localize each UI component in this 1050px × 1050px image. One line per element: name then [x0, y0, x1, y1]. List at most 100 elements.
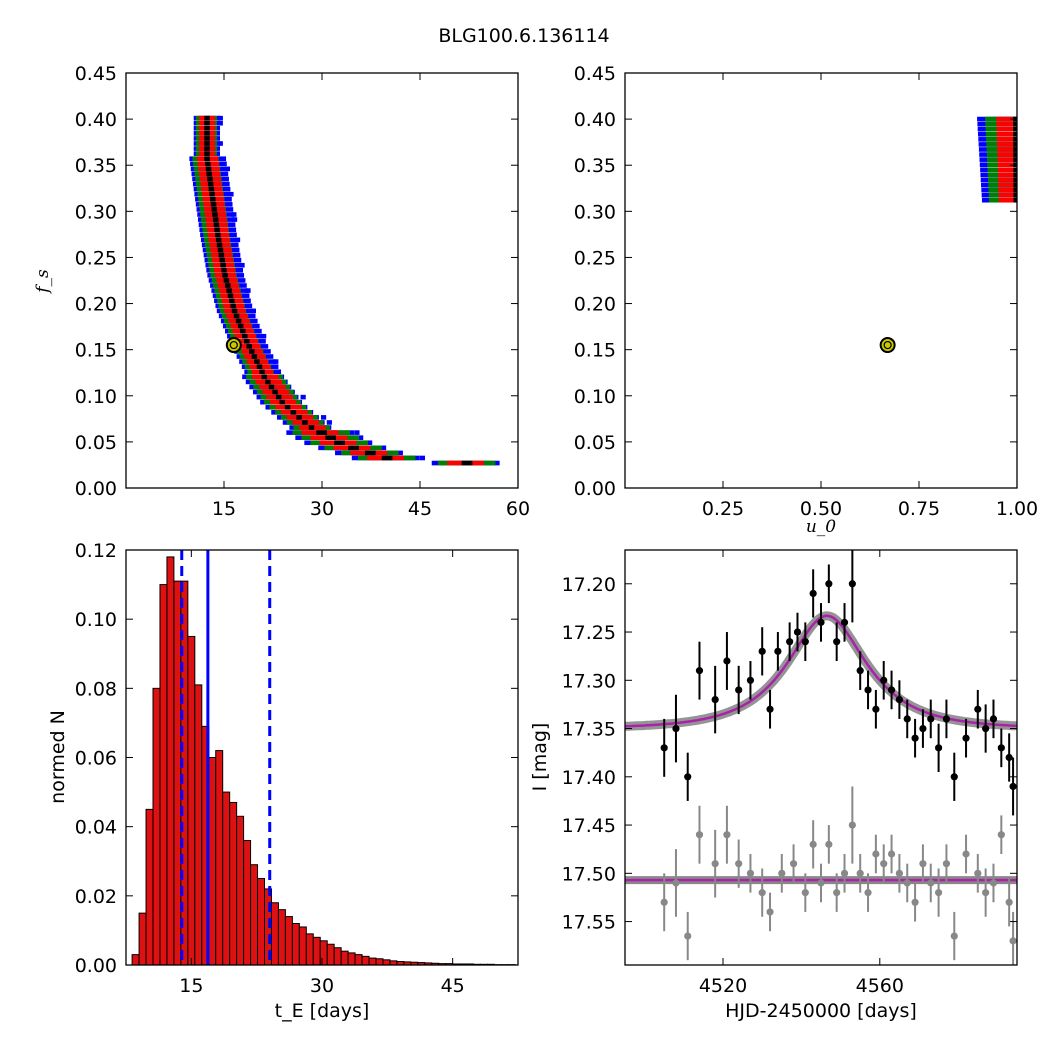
- density-cell: [215, 237, 222, 243]
- density-cell: [195, 125, 202, 131]
- density-cell: [1008, 177, 1015, 183]
- density-cell: [230, 273, 237, 278]
- data-point: [758, 647, 766, 655]
- density-cell: [277, 374, 283, 380]
- density-cell: [265, 379, 271, 385]
- density-cell: [234, 288, 241, 293]
- x-tick-label: 1.00: [996, 498, 1038, 520]
- density-cell: [199, 171, 205, 177]
- residual-point: [766, 908, 774, 916]
- density-cell: [249, 384, 255, 390]
- density-cell: [216, 222, 223, 227]
- density-cell: [357, 435, 364, 440]
- histogram-bar: [375, 958, 384, 965]
- density-cell: [1003, 167, 1009, 173]
- density-cell: [494, 460, 500, 466]
- density-cell: [222, 257, 229, 263]
- density-cell: [985, 116, 991, 122]
- y-tick-label: 17.20: [562, 574, 616, 596]
- density-cell: [227, 207, 234, 212]
- density-cell: [299, 425, 305, 430]
- density-cell: [275, 399, 281, 405]
- density-cell: [990, 121, 997, 127]
- density-cell: [195, 136, 202, 141]
- density-cell: [985, 131, 992, 137]
- density-cell: [244, 339, 250, 344]
- density-cell: [228, 262, 235, 268]
- density-cell: [241, 349, 248, 354]
- density-cell: [998, 197, 1005, 203]
- density-cell: [200, 212, 206, 217]
- density-cell: [224, 268, 230, 273]
- histogram-bar: [187, 635, 196, 965]
- density-cell: [202, 227, 208, 233]
- density-cell: [199, 207, 206, 212]
- density-cell: [246, 323, 252, 329]
- density-cell: [207, 232, 214, 238]
- density-cell: [214, 120, 221, 126]
- residual-point: [746, 869, 755, 877]
- density-cell: [270, 399, 276, 405]
- density-cell: [237, 323, 244, 329]
- density-cell: [985, 121, 991, 127]
- density-cell: [213, 268, 220, 273]
- density-cell: [1009, 192, 1015, 198]
- density-cell: [278, 389, 284, 395]
- density-cell: [243, 293, 250, 298]
- density-cell: [199, 151, 205, 156]
- density-cell: [353, 435, 359, 440]
- density-cell: [213, 202, 220, 207]
- density-cell: [997, 147, 1003, 152]
- density-cell: [437, 460, 444, 466]
- density-cell: [264, 399, 270, 405]
- density-cell: [1006, 121, 1013, 127]
- panel-fs-vs-u0: 0.25 0.50 0.75 1.00 0.00 0.05 0.10 0.15 0.20 0.25…: [574, 63, 1038, 520]
- density-cell: [308, 425, 315, 430]
- density-cell: [216, 278, 222, 283]
- best-fit-marker: [879, 337, 896, 354]
- histogram-bar: [347, 952, 356, 965]
- density-cell: [315, 435, 322, 440]
- density-cell: [284, 384, 291, 390]
- density-cell: [238, 273, 245, 278]
- density-cell: [321, 415, 327, 420]
- density-cell: [370, 450, 376, 456]
- density-cell: [268, 389, 274, 395]
- density-cell: [206, 171, 212, 177]
- density-cell: [231, 308, 238, 314]
- density-cell: [242, 374, 248, 380]
- density-cell: [256, 394, 263, 400]
- density-cell: [211, 288, 217, 293]
- residual-point: [672, 879, 680, 887]
- density-cell: [977, 121, 983, 127]
- data-point: [809, 589, 817, 598]
- density-cell: [286, 430, 292, 435]
- density-cell: [242, 359, 248, 364]
- density-cell: [1013, 182, 1017, 188]
- density-cell: [225, 273, 231, 278]
- data-point: [672, 724, 680, 733]
- density-cell: [220, 247, 227, 253]
- density-cell: [196, 181, 202, 187]
- y-tick-label: 0.06: [75, 748, 117, 770]
- density-cell: [227, 293, 234, 298]
- residual-point: [758, 889, 766, 897]
- density-cell: [334, 440, 340, 446]
- density-cell: [224, 181, 230, 187]
- data-point: [880, 676, 888, 684]
- density-cell: [269, 404, 275, 410]
- density-cell: [215, 293, 222, 298]
- density-cell: [242, 313, 248, 319]
- density-cell: [224, 237, 230, 243]
- density-cell: [205, 247, 212, 253]
- density-cell: [371, 445, 377, 451]
- data-point: [997, 744, 1005, 752]
- density-cell: [214, 298, 220, 304]
- density-cell: [223, 278, 230, 283]
- density-cell: [241, 283, 247, 288]
- density-cell: [979, 157, 986, 162]
- density-cell: [213, 222, 220, 227]
- density-cell: [251, 369, 258, 375]
- density-cell: [220, 212, 227, 217]
- density-cell: [215, 273, 221, 278]
